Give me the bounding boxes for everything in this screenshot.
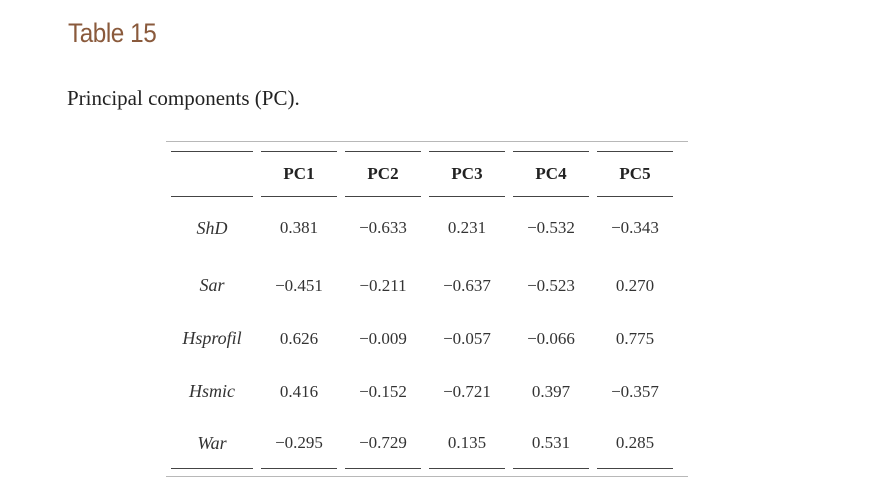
table-cell: 0.381 xyxy=(279,218,319,237)
column-header-pc1: PC1 xyxy=(261,151,337,197)
table-cell: −0.451 xyxy=(275,275,323,295)
table-cell: −0.057 xyxy=(443,328,491,348)
header-row: PC1 PC2 PC3 PC4 PC5 xyxy=(171,151,673,197)
table-row: ShD 0.381 −0.633 0.231 −0.532 −0.343 xyxy=(171,197,673,259)
table-row: Sar −0.451 −0.211 −0.637 −0.523 0.270 xyxy=(171,259,673,312)
column-header-blank xyxy=(171,151,253,197)
row-label-hsmic: Hsmic xyxy=(189,381,235,401)
table-cell: −0.633 xyxy=(359,218,407,237)
column-header-pc4: PC4 xyxy=(513,151,589,197)
table-cell: −0.637 xyxy=(443,275,491,295)
table-cell: −0.295 xyxy=(261,418,337,469)
table-cell: 0.285 xyxy=(597,418,673,469)
table-cell: −0.729 xyxy=(345,418,421,469)
table-cell: 0.775 xyxy=(615,328,655,348)
table-cell: 0.231 xyxy=(447,218,487,237)
table-row: Hsmic 0.416 −0.152 −0.721 0.397 −0.357 xyxy=(171,365,673,418)
table-cell: −0.532 xyxy=(527,218,575,237)
table-cell: −0.152 xyxy=(359,381,407,401)
table-row: War −0.295 −0.729 0.135 0.531 0.285 xyxy=(171,418,673,469)
table-caption: Principal components (PC). xyxy=(67,86,300,110)
column-header-pc3: PC3 xyxy=(429,151,505,197)
table-cell: −0.211 xyxy=(359,275,407,295)
column-header-pc5: PC5 xyxy=(597,151,673,197)
table-container: PC1 PC2 PC3 PC4 PC5 ShD 0.381 −0.633 0.2… xyxy=(166,141,688,477)
table-cell: −0.343 xyxy=(611,218,659,237)
row-label-war: War xyxy=(171,418,253,469)
principal-components-table: PC1 PC2 PC3 PC4 PC5 ShD 0.381 −0.633 0.2… xyxy=(163,151,681,469)
table-cell: −0.721 xyxy=(443,381,491,401)
row-label-hsprofil: Hsprofil xyxy=(182,328,242,348)
table-cell: 0.626 xyxy=(279,328,319,348)
table-row: Hsprofil 0.626 −0.009 −0.057 −0.066 0.77… xyxy=(171,312,673,365)
table-cell: −0.523 xyxy=(527,275,575,295)
table-cell: 0.416 xyxy=(279,381,319,401)
table-cell: 0.270 xyxy=(615,275,655,295)
row-label-shd: ShD xyxy=(196,217,228,238)
column-header-pc2: PC2 xyxy=(345,151,421,197)
table-heading: Table 15 xyxy=(68,18,157,48)
table-cell: 0.531 xyxy=(513,418,589,469)
table-cell: 0.135 xyxy=(429,418,505,469)
table-cell: −0.009 xyxy=(359,328,407,348)
row-label-sar: Sar xyxy=(199,275,225,295)
table-cell: −0.357 xyxy=(611,381,659,401)
table-cell: −0.066 xyxy=(527,328,575,348)
table-cell: 0.397 xyxy=(531,381,571,401)
